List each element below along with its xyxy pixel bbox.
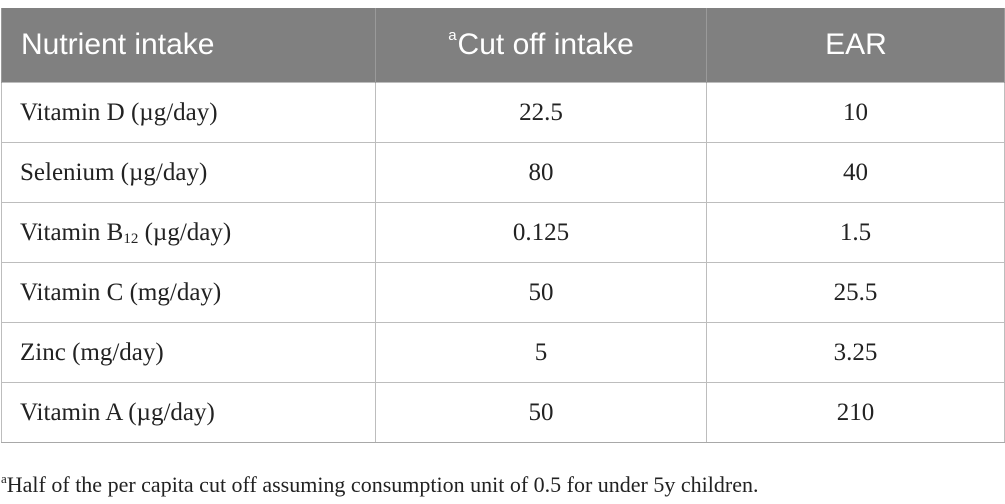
- table-row: Vitamin A (µg/day) 50 210: [1, 382, 1005, 443]
- nutrient-subscript: 12: [123, 230, 139, 247]
- nutrient-cell: Vitamin D (µg/day): [1, 82, 376, 143]
- header-sup: a: [448, 27, 457, 44]
- ear-cell: 1.5: [706, 202, 1005, 263]
- nutrient-cell: Vitamin C (mg/day): [1, 262, 376, 323]
- table-row: Selenium (µg/day) 80 40: [1, 142, 1005, 203]
- nutrient-name: Vitamin B: [20, 218, 124, 246]
- table-body: Vitamin D (µg/day) 22.5 10 Selenium (µg/day…: [1, 82, 1005, 443]
- header-nutrient-intake: Nutrient intake: [1, 8, 376, 83]
- footnote-marker: a: [1, 471, 7, 486]
- header-cutoff-intake: aCut off intake: [375, 8, 707, 83]
- nutrient-cell: Vitamin A (µg/day): [1, 382, 376, 443]
- footnote-text: Half of the per capita cut off assuming …: [6, 472, 759, 497]
- nutrient-name: Zinc (mg/day): [20, 338, 164, 366]
- cutoff-intake-cell: 50: [375, 262, 707, 323]
- cutoff-intake-cell: 22.5: [375, 82, 707, 143]
- cutoff-intake-cell: 5: [375, 322, 707, 383]
- table-footnote: aHalf of the per capita cut off assuming…: [1, 472, 758, 498]
- table-row: Vitamin D (µg/day) 22.5 10: [1, 82, 1005, 143]
- nutrient-name: Selenium (µg/day): [20, 158, 208, 186]
- header-label: Cut off intake: [457, 28, 634, 61]
- nutrient-cell: Vitamin B12 (µg/day): [1, 202, 376, 263]
- header-row: Nutrient intake aCut off intake EAR: [1, 8, 1005, 83]
- table-header: Nutrient intake aCut off intake EAR: [1, 8, 1005, 83]
- cutoff-intake-cell: 80: [375, 142, 707, 203]
- ear-cell: 40: [706, 142, 1005, 203]
- header-label: EAR: [825, 28, 887, 61]
- ear-cell: 210: [706, 382, 1005, 443]
- ear-cell: 25.5: [706, 262, 1005, 323]
- cutoff-intake-cell: 50: [375, 382, 707, 443]
- nutrient-table-container: Nutrient intake aCut off intake EAR Vita…: [0, 8, 1005, 443]
- ear-cell: 10: [706, 82, 1005, 143]
- ear-cell: 3.25: [706, 322, 1005, 383]
- nutrient-name: Vitamin C (mg/day): [20, 278, 222, 306]
- table-row: Zinc (mg/day) 5 3.25: [1, 322, 1005, 383]
- cutoff-intake-cell: 0.125: [375, 202, 707, 263]
- nutrient-cell: Selenium (µg/day): [1, 142, 376, 203]
- nutrient-unit: (µg/day): [138, 218, 232, 246]
- header-label: Nutrient intake: [21, 28, 215, 61]
- table-row: Vitamin B12 (µg/day) 0.125 1.5: [1, 202, 1005, 263]
- header-ear: EAR: [706, 8, 1005, 83]
- nutrient-name: Vitamin A (µg/day): [20, 398, 215, 426]
- nutrient-cell: Zinc (mg/day): [1, 322, 376, 383]
- table-row: Vitamin C (mg/day) 50 25.5: [1, 262, 1005, 323]
- nutrient-table: Nutrient intake aCut off intake EAR Vita…: [1, 8, 1005, 443]
- nutrient-name: Vitamin D (µg/day): [20, 98, 218, 126]
